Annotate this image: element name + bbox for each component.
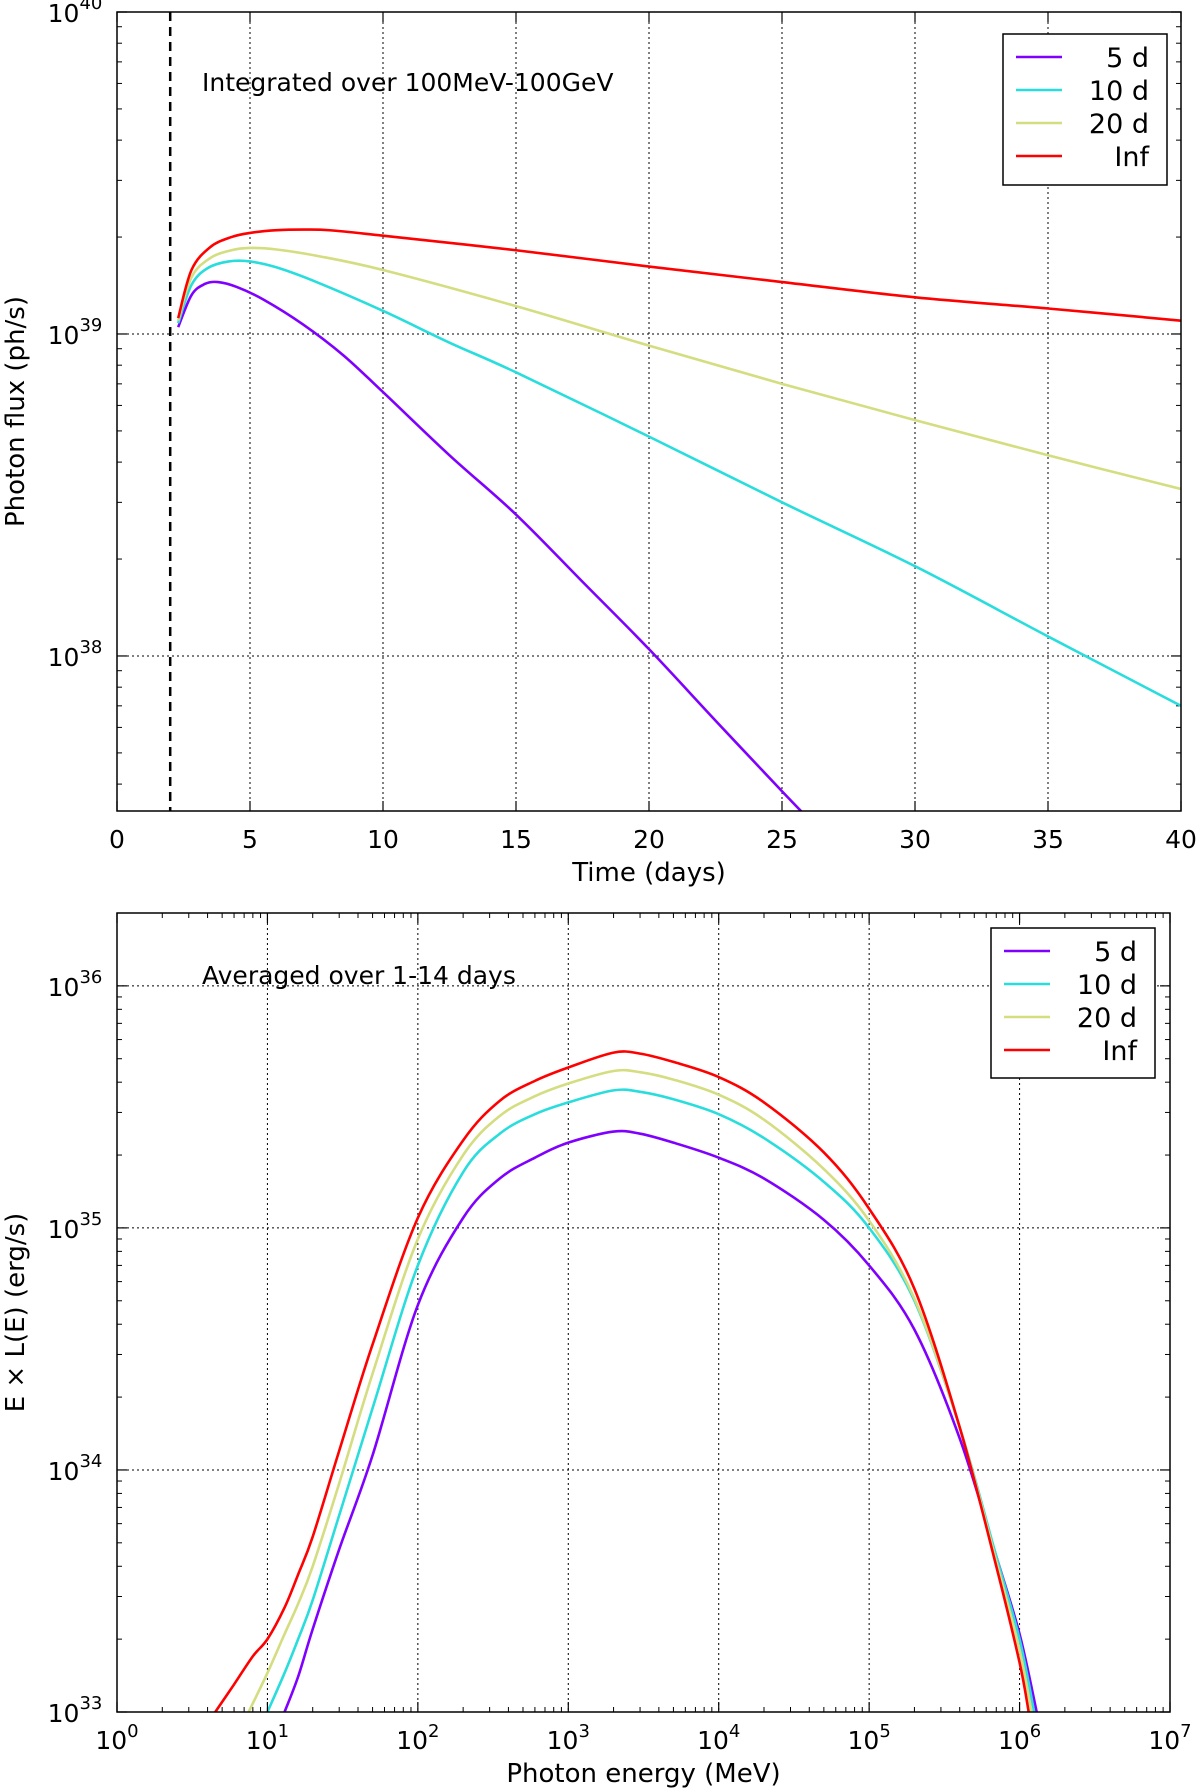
top-x-tick-label: 10 — [367, 825, 399, 854]
top-x-tick-label: 35 — [1032, 825, 1064, 854]
bottom-x-tick-label: 100 — [95, 1721, 138, 1755]
top-y-tick-label: 1038 — [48, 637, 103, 672]
bottom-x-tick-label: 101 — [246, 1721, 289, 1755]
top-y-tick-label: 1039 — [48, 315, 103, 350]
bottom-x-tick-label: 102 — [396, 1721, 439, 1755]
bottom-series-line-inf — [214, 1050, 1030, 1712]
top-x-tick-label: 40 — [1165, 825, 1197, 854]
top-series-line-10d — [176, 259, 1181, 707]
bottom-series-group — [214, 1050, 1038, 1712]
top-chart: 0 5 10 15 20 25 30 35 40 1038 1039 1040 Time (days) P… — [1, 0, 1197, 888]
bottom-x-tick-label: 107 — [1148, 1721, 1191, 1755]
bottom-y-tick-label: 1036 — [48, 967, 103, 1002]
bottom-x-tick-label: 103 — [547, 1721, 590, 1755]
bottom-y-tick-label: 1034 — [48, 1451, 103, 1486]
top-annotation: Integrated over 100MeV-100GeV — [202, 68, 613, 97]
top-y-axis-title: Photon flux (ph/s) — [1, 296, 31, 527]
bottom-y-tick-label: 1035 — [48, 1209, 103, 1244]
bottom-annotation: Averaged over 1-14 days — [202, 961, 516, 990]
bottom-x-axis-title: Photon energy (MeV) — [506, 1759, 780, 1789]
top-legend-label: 10 d — [1089, 76, 1149, 107]
top-y-tick-label: 1040 — [48, 0, 103, 28]
top-x-tick-label: 0 — [109, 825, 125, 854]
top-x-tick-label: 30 — [899, 825, 931, 854]
bottom-legend-label: 20 d — [1077, 1003, 1137, 1034]
bottom-chart: 100 101 102 103 104 105 106 107 1033 1034 1035 1036… — [1, 912, 1192, 1789]
top-x-tick-label: 15 — [500, 825, 532, 854]
bottom-x-tick-label: 104 — [697, 1721, 740, 1755]
top-series-line-inf — [176, 228, 1181, 322]
top-x-tick-label: 25 — [766, 825, 798, 854]
top-series-line-20d — [176, 246, 1181, 491]
top-series-line-5d — [176, 280, 803, 811]
top-legend-label: 5 d — [1106, 43, 1149, 74]
bottom-series-line-5d — [283, 1129, 1038, 1712]
top-x-axis-title: Time (days) — [571, 858, 726, 888]
top-legend-box — [1002, 33, 1168, 186]
bottom-y-axis-title: E × L(E) (erg/s) — [1, 1213, 31, 1413]
bottom-legend-label: 5 d — [1094, 937, 1137, 968]
bottom-legend-label: Inf — [1102, 1036, 1138, 1067]
top-legend-label: Inf — [1114, 142, 1150, 173]
top-x-tick-label: 20 — [633, 825, 665, 854]
bottom-x-tick-label: 106 — [998, 1721, 1041, 1755]
bottom-legend-label: 10 d — [1077, 970, 1137, 1001]
top-legend-label: 20 d — [1089, 109, 1149, 140]
bottom-legend-box — [990, 927, 1156, 1079]
top-x-tick-label: 5 — [242, 825, 258, 854]
bottom-y-tick-label: 1033 — [48, 1693, 103, 1728]
bottom-plot-frame — [116, 912, 1171, 1713]
top-series-group — [168, 12, 1181, 811]
bottom-x-tick-label: 105 — [848, 1721, 891, 1755]
